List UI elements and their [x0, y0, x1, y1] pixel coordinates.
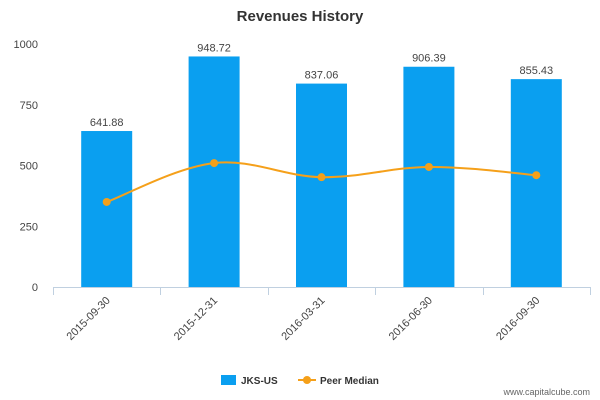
chart-title: Revenues History [237, 8, 364, 25]
y-tick-label: 0 [32, 282, 38, 294]
legend-label-jks-us: JKS-US [241, 376, 278, 387]
bar-data-label: 641.88 [90, 117, 124, 129]
peer-median-point[interactable] [210, 159, 219, 168]
legend-item-jks-us[interactable]: JKS-US [221, 375, 278, 387]
x-tick-label: 2016-03-31 [279, 295, 327, 343]
y-tick-label: 250 [20, 221, 38, 233]
peer-median-point[interactable] [424, 162, 433, 171]
peer-median-point[interactable] [102, 197, 111, 206]
bar-data-label: 906.39 [412, 53, 446, 65]
x-axis: 2015-09-30 2015-12-31 2016-03-31 2016-06-30… [53, 287, 591, 343]
peer-median-point[interactable] [317, 173, 326, 182]
y-axis: 0 250 500 750 1000 [14, 39, 38, 294]
peer-median-series [102, 159, 541, 206]
bar[interactable] [81, 131, 133, 287]
bar-series [81, 56, 562, 288]
x-tick-label: 2015-09-30 [65, 295, 113, 343]
legend-marker-peer-median [303, 376, 311, 384]
y-tick-label: 1000 [14, 39, 38, 51]
bar-data-label: 837.06 [305, 70, 339, 82]
x-tick-label: 2016-09-30 [494, 295, 542, 343]
bar-data-label: 948.72 [197, 42, 231, 54]
bar[interactable] [296, 83, 347, 287]
x-tick-label: 2016-06-30 [387, 295, 435, 343]
y-tick-label: 750 [20, 100, 38, 112]
legend: JKS-US Peer Median [221, 375, 379, 387]
bar[interactable] [510, 79, 562, 287]
legend-swatch-jks-us [221, 375, 236, 385]
x-tick-label: 2015-12-31 [172, 295, 220, 343]
bar[interactable] [188, 56, 240, 287]
legend-item-peer-median[interactable]: Peer Median [298, 376, 379, 387]
credit-text: www.capitalcube.com [502, 387, 590, 397]
peer-median-point[interactable] [532, 171, 541, 180]
bar-data-label: 855.43 [519, 65, 553, 77]
bar-data-labels: 641.88 948.72 837.06 906.39 855.43 [90, 42, 553, 129]
bar[interactable] [403, 66, 455, 288]
legend-label-peer-median: Peer Median [320, 376, 379, 387]
y-tick-label: 500 [20, 161, 38, 173]
